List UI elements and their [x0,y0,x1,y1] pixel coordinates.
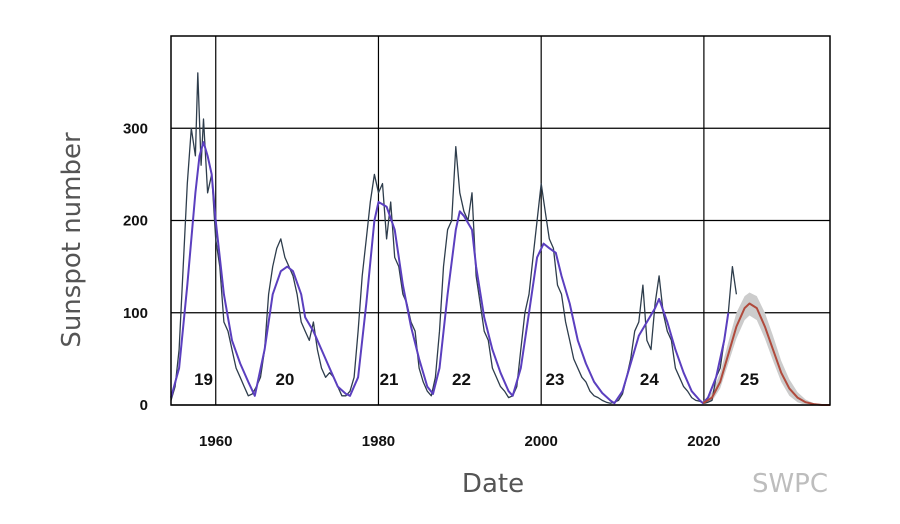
x-tick-label: 2000 [524,433,557,450]
prediction-band-layer [703,292,830,405]
cycle-label: 25 [740,370,759,389]
smoothed-series-line [170,141,730,405]
y-tick-label: 300 [123,120,148,137]
y-axis-title: Sunspot number [57,132,87,348]
x-tick-labels: 1960 1980 2000 2020 [199,433,721,450]
x-axis-title: Date [462,469,524,499]
y-tick-label: 200 [123,213,148,230]
cycle-labels: 19 20 21 22 23 24 25 [194,370,759,389]
monthly-series-line [170,72,738,404]
cycle-label: 24 [640,370,659,389]
plot-frame [170,35,831,406]
y-tick-label: 0 [140,397,148,414]
prediction-band [703,292,830,405]
cycle-label: 21 [380,370,399,389]
y-tick-label: 100 [123,305,148,322]
x-tick-label: 1980 [362,433,395,450]
cycle-label: 20 [275,370,294,389]
cycle-label: 19 [194,370,213,389]
series-layer [170,72,830,406]
cycle-label: 22 [452,370,471,389]
cycle-label: 23 [546,370,565,389]
y-tick-labels: 0 100 200 300 [123,120,148,414]
credit-label: SWPC [752,469,828,499]
x-tick-label: 1960 [199,433,232,450]
prediction-series-line [702,302,830,406]
x-tick-label: 2020 [687,433,720,450]
